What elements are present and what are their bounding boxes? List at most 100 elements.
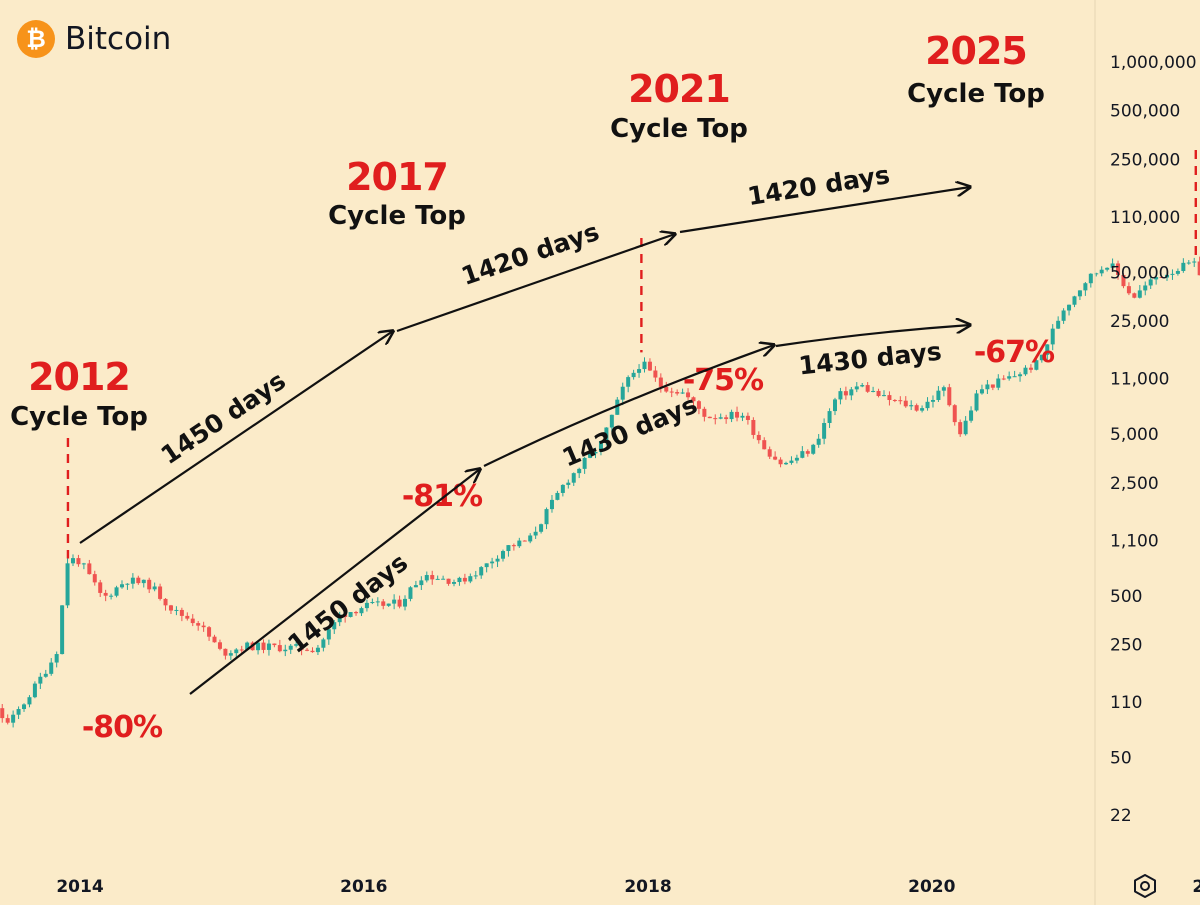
candle [1175,268,1180,276]
candle [490,557,495,569]
candle [609,414,614,432]
candle [32,681,37,699]
bitcoin-icon: ₿ [17,20,55,58]
y-tick-label: 50 [1110,749,1132,769]
candle [1132,292,1137,299]
y-tick-label: 500,000 [1110,102,1180,122]
settings-hexagon-icon[interactable] [1132,873,1158,899]
cycle-top-label: Cycle Top [10,402,148,432]
candle [990,384,995,391]
candle [1028,364,1033,373]
candle [805,449,810,457]
candle [784,461,789,465]
candle [522,540,527,542]
candle [1083,282,1088,296]
interval-arrow: 1430 days [775,325,970,381]
candle [1056,316,1061,329]
candle [773,451,778,461]
candle [560,484,565,497]
candle [941,385,946,397]
candle [631,369,636,380]
x-tick-label: 2018 [624,877,671,897]
candle [811,443,816,455]
candle [865,382,870,393]
candle [947,383,952,407]
candle [370,598,375,605]
candle [849,386,854,401]
candle [1039,354,1044,363]
candle [756,431,761,444]
candle [452,579,457,587]
candle [816,434,821,448]
candle [582,456,587,474]
candle [555,490,560,501]
y-tick-label: 1,000,000 [1110,53,1197,73]
candle [1148,275,1153,290]
candle [103,589,108,602]
candle [403,595,408,611]
candle [549,494,554,513]
candle [430,570,435,585]
candle [996,374,1001,391]
candle [435,575,440,580]
y-tick-label: 250 [1110,635,1142,655]
candle [261,639,266,654]
candle [691,396,696,407]
y-tick-label: 2,500 [1110,474,1159,494]
candle [604,427,609,446]
candle [751,417,756,439]
candle [593,447,598,459]
candle [1126,282,1131,296]
candle [196,620,201,631]
interval-label: 1430 days [797,337,943,381]
candle [909,400,914,411]
candle [201,621,206,632]
candle [158,583,163,601]
candle [881,390,886,397]
candle [87,559,92,575]
candle [288,644,293,654]
candle [1094,272,1099,277]
candle [212,634,217,643]
candle [669,387,674,398]
interval-arrow: 1420 days [396,217,675,333]
y-tick-label: 5,000 [1110,425,1159,445]
candle [468,573,473,584]
candle [1001,375,1006,381]
candle [141,579,146,588]
candle [185,612,190,621]
candle [54,651,59,668]
candle [364,599,369,612]
candle [762,437,767,450]
candle [0,703,5,723]
interval-label: 1420 days [458,217,603,291]
candle [664,381,669,393]
candle [147,577,152,593]
candle [294,641,299,648]
candle [735,406,740,422]
candle [228,650,233,661]
cycle-top-year: 2025 [925,29,1027,73]
candle [217,639,222,651]
candle [658,373,663,393]
candle [22,703,27,712]
candle [1105,267,1110,272]
cycle-top-label: Cycle Top [610,114,748,144]
candle [337,611,342,627]
chart-title: Bitcoin [65,21,172,57]
candle [1154,274,1159,285]
candle [571,472,576,486]
candle [838,387,843,405]
cycle-top-annotation: 2025 Cycle Top [907,29,1045,109]
candle [43,669,48,678]
candle [952,404,957,426]
candle [740,412,745,422]
y-tick-label: 250,000 [1110,150,1180,170]
candle [49,658,54,676]
candle [5,714,10,725]
candle [969,406,974,423]
candle [1023,365,1028,376]
